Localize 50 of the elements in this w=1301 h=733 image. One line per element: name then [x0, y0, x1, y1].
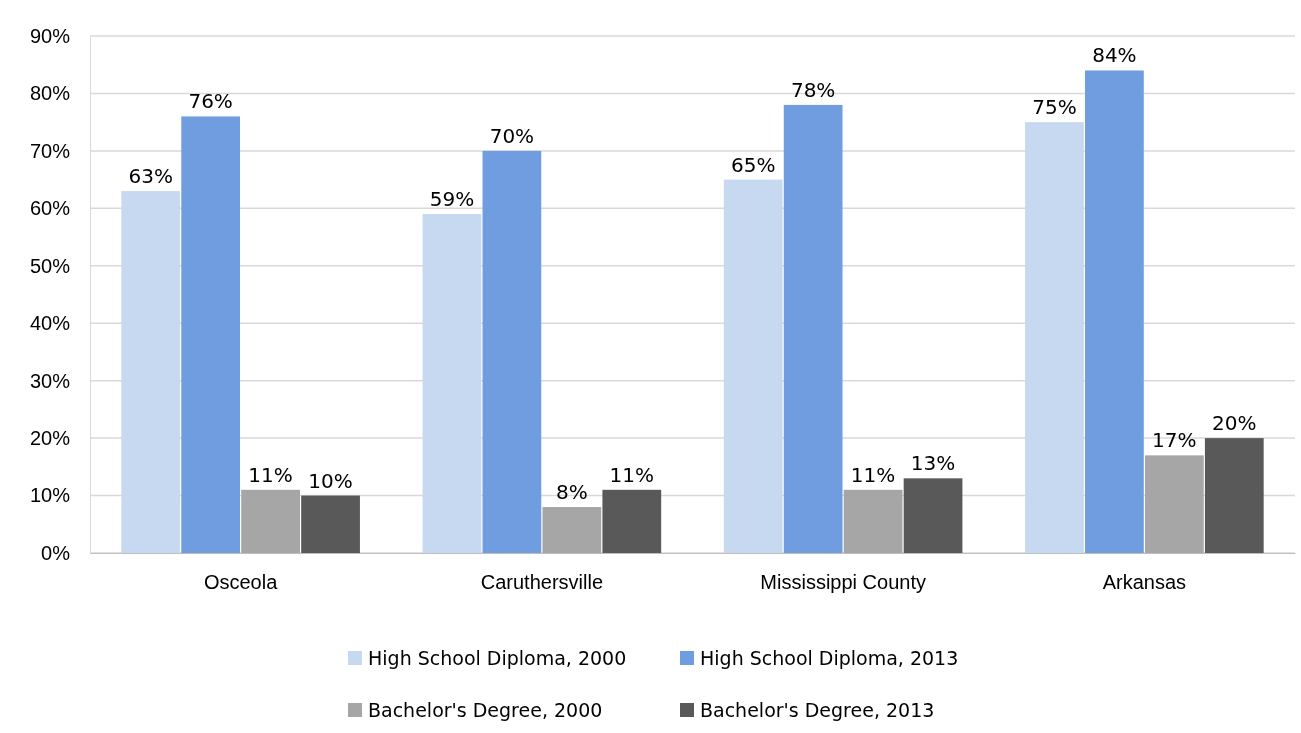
bar	[181, 116, 241, 553]
legend-label: High School Diploma, 2000	[368, 647, 627, 669]
y-tick-label: 40%	[29, 312, 71, 335]
x-tick-label: Mississippi County	[760, 571, 926, 594]
y-tick-label: 10%	[29, 484, 71, 507]
bar	[783, 104, 843, 553]
data-label: 11%	[248, 462, 293, 487]
bar	[422, 214, 482, 553]
bar	[843, 489, 903, 553]
bar	[602, 489, 662, 553]
data-label: 13%	[910, 451, 956, 476]
y-tick-label: 90%	[29, 24, 71, 47]
legend-label: High School Diploma, 2013	[700, 647, 959, 669]
x-tick-label: Caruthersville	[480, 571, 604, 594]
data-label: 20%	[1212, 411, 1257, 436]
y-tick-label: 0%	[41, 541, 71, 564]
y-tick-label: 50%	[29, 254, 71, 277]
data-label: 10%	[308, 468, 353, 493]
y-tick-label: 60%	[29, 197, 71, 220]
data-label: 70%	[489, 123, 535, 148]
data-label: 11%	[609, 462, 655, 487]
legend-label: Bachelor's Degree, 2013	[700, 699, 935, 721]
bar	[1204, 438, 1264, 553]
x-tick-label: Osceola	[203, 571, 279, 594]
bar	[903, 478, 963, 553]
data-label: 11%	[850, 462, 896, 487]
bar	[482, 150, 542, 553]
data-label: 78%	[790, 77, 836, 102]
data-label: 8%	[555, 480, 588, 505]
data-label: 76%	[188, 89, 233, 114]
data-label: 17%	[1152, 428, 1197, 453]
y-tick-label: 80%	[29, 82, 71, 105]
bar	[121, 191, 181, 553]
bar	[241, 489, 300, 553]
data-label: 59%	[429, 187, 475, 212]
bar	[1025, 122, 1084, 553]
data-label: 75%	[1032, 95, 1077, 120]
bar	[301, 495, 360, 553]
bar	[542, 507, 602, 553]
data-label: 63%	[128, 164, 173, 189]
y-tick-label: 30%	[29, 369, 71, 392]
bar	[723, 179, 783, 553]
y-tick-label: 70%	[29, 139, 71, 162]
y-tick-label: 20%	[29, 427, 71, 450]
bar	[1144, 455, 1204, 553]
bar	[1085, 70, 1144, 553]
data-label: 65%	[730, 152, 776, 177]
data-label: 84%	[1092, 43, 1137, 68]
legend-label: Bachelor's Degree, 2000	[368, 699, 603, 721]
x-tick-label: Arkansas	[1102, 571, 1187, 594]
